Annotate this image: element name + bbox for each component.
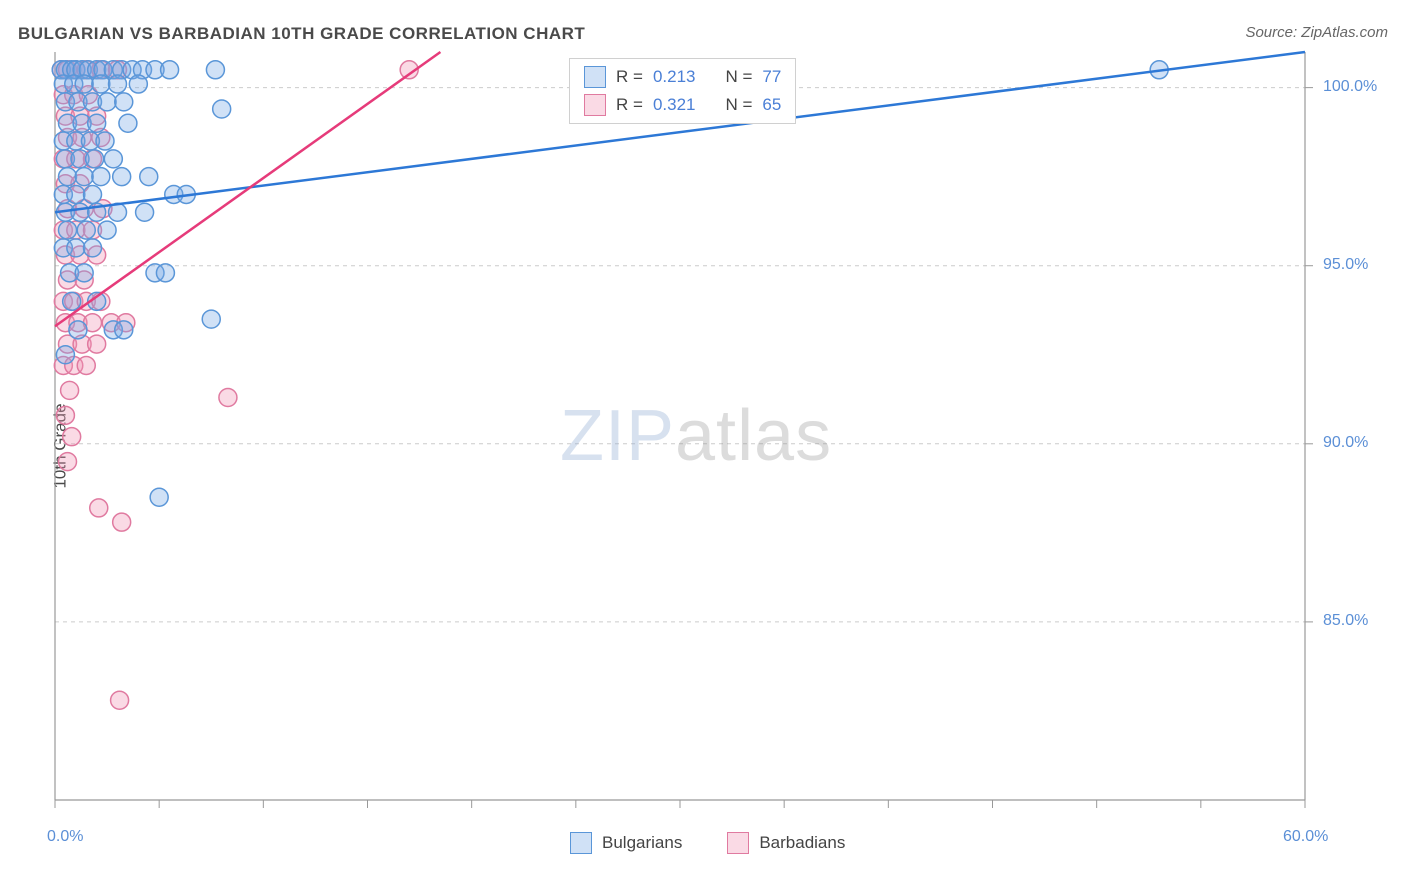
legend-n-label: N = xyxy=(725,95,752,115)
legend-n-value: 65 xyxy=(762,95,781,115)
legend-series-item: Barbadians xyxy=(727,832,845,854)
y-tick-label: 95.0% xyxy=(1323,256,1368,274)
legend-series-label: Bulgarians xyxy=(602,833,682,853)
y-tick-label: 100.0% xyxy=(1323,78,1377,96)
legend-swatch xyxy=(584,66,606,88)
legend-swatch xyxy=(570,832,592,854)
legend-swatch xyxy=(727,832,749,854)
legend-row: R = 0.213 N = 77 xyxy=(570,63,795,91)
scatter-plot xyxy=(0,0,1406,892)
x-tick-label: 60.0% xyxy=(1283,828,1328,846)
legend-series: Bulgarians Barbadians xyxy=(570,832,845,854)
x-tick-label: 0.0% xyxy=(47,828,83,846)
legend-r-value: 0.321 xyxy=(653,95,696,115)
legend-r-label: R = xyxy=(616,95,643,115)
legend-correlation: R = 0.213 N = 77 R = 0.321 N = 65 xyxy=(569,58,796,124)
legend-row: R = 0.321 N = 65 xyxy=(570,91,795,119)
legend-n-label: N = xyxy=(725,67,752,87)
legend-n-value: 77 xyxy=(762,67,781,87)
legend-series-label: Barbadians xyxy=(759,833,845,853)
legend-swatch xyxy=(584,94,606,116)
legend-r-value: 0.213 xyxy=(653,67,696,87)
legend-series-item: Bulgarians xyxy=(570,832,682,854)
legend-r-label: R = xyxy=(616,67,643,87)
y-tick-label: 90.0% xyxy=(1323,434,1368,452)
y-tick-label: 85.0% xyxy=(1323,612,1368,630)
